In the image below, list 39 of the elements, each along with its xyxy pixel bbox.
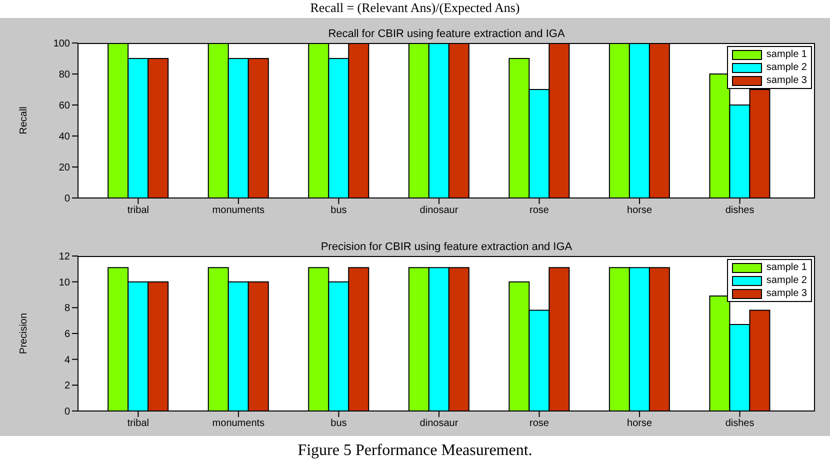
y-tick-label: 100 — [53, 38, 70, 50]
x-tick-label: rose — [530, 205, 550, 216]
x-tick-label: bus — [330, 418, 347, 430]
x-tick-label: monuments — [212, 205, 265, 216]
x-tick-label: dinosaur — [420, 418, 459, 430]
y-axis-title: Precision — [18, 312, 30, 354]
x-tick-label: monuments — [212, 418, 265, 430]
y-tick-label: 2 — [64, 380, 70, 392]
y-tick-label: 40 — [58, 132, 70, 143]
x-tick-label: tribal — [127, 418, 150, 430]
chart-title: Precision for CBIR using feature extraction and IGA — [320, 241, 574, 253]
legend-label: sample 2 — [766, 62, 807, 73]
y-tick-label: 10 — [58, 277, 70, 288]
y-tick-label: 4 — [64, 354, 70, 366]
y-tick-label: 20 — [58, 162, 70, 174]
y-tick-label: 60 — [58, 100, 70, 112]
x-tick-label: horse — [627, 205, 652, 216]
legend-label: sample 1 — [766, 262, 807, 273]
chart-title: Recall for CBIR using feature extraction and IGA — [327, 28, 566, 40]
y-axis-title: Recall — [18, 106, 30, 134]
legend-label: sample 3 — [766, 75, 807, 86]
x-tick-label: dishes — [725, 418, 754, 430]
legend-label: sample 2 — [766, 275, 807, 286]
legend-label: sample 1 — [766, 49, 807, 60]
x-tick-label: dinosaur — [420, 205, 459, 216]
y-tick-label: 8 — [64, 303, 70, 314]
y-tick-label: 0 — [64, 194, 70, 205]
x-tick-label: tribal — [127, 205, 150, 216]
y-tick-label: 80 — [58, 70, 70, 81]
x-tick-label: bus — [330, 205, 347, 216]
x-tick-label: horse — [627, 418, 652, 430]
x-tick-label: dishes — [725, 205, 754, 216]
caption: Figure 5 Performance Measurement. — [296, 441, 534, 460]
y-tick-label: 6 — [64, 329, 70, 340]
x-tick-label: rose — [530, 418, 550, 430]
legend-label: sample 3 — [766, 288, 807, 299]
y-tick-label: 12 — [58, 252, 70, 263]
text: Recall = (Relevant Ans)/(Expected Ans) — [309, 0, 521, 17]
y-tick-label: 0 — [64, 406, 70, 418]
